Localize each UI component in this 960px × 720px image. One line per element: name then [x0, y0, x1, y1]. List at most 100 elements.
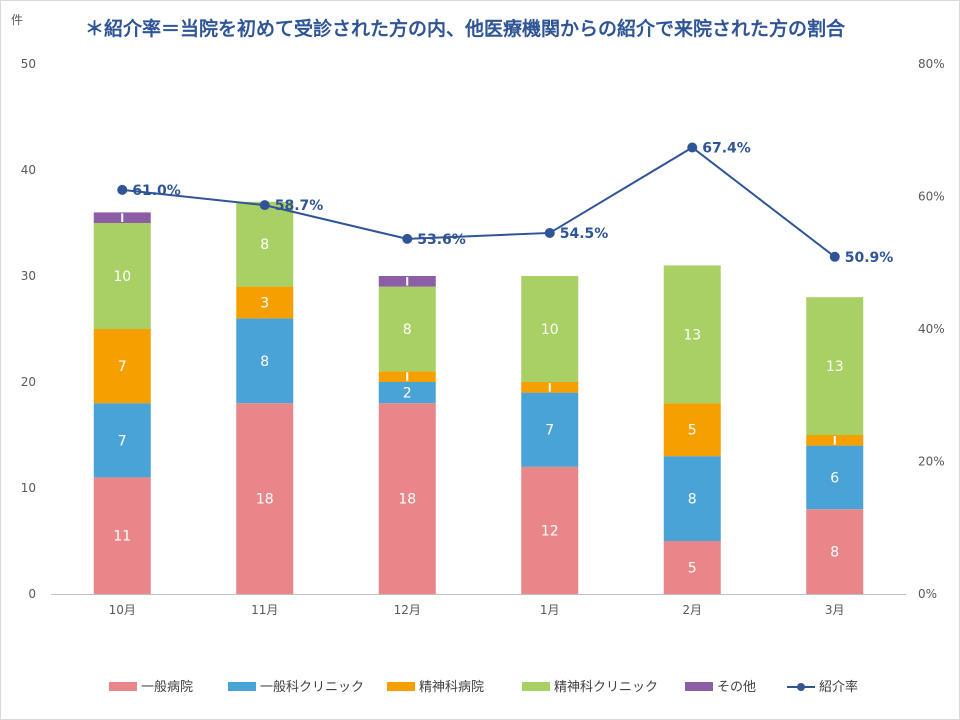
bar-segment — [521, 392, 579, 467]
bar-segment — [378, 286, 436, 372]
bar-value-label: 10 — [541, 322, 559, 338]
legend-label: 紹介率 — [819, 679, 858, 695]
y-tick-label: 50 — [21, 57, 36, 71]
bar-segment — [806, 445, 864, 510]
y-tick-label: 10 — [21, 481, 36, 495]
bar-segment — [378, 382, 436, 404]
rate-point — [829, 251, 840, 262]
legend-label: その他 — [717, 680, 756, 695]
bar-stack-1: 18 8 3 8 — [236, 201, 294, 594]
bar-segment — [521, 466, 579, 594]
bar-value-label: 5 — [688, 561, 697, 577]
x-tick-label: 2月 — [682, 603, 702, 617]
rate-label: 54.5% — [560, 226, 609, 242]
bar-value-label: 7 — [545, 423, 554, 439]
bar-value-label: 2 — [403, 386, 412, 402]
bar-segment — [663, 403, 721, 457]
x-tick-label: 1月 — [540, 603, 560, 617]
y-tick-label: 40 — [21, 163, 36, 177]
legend-item: 精神科病院 — [387, 680, 484, 695]
bar-value-label: 12 — [541, 523, 559, 539]
bar-value-label: 8 — [260, 354, 269, 370]
y2-tick-label: 40% — [918, 322, 945, 336]
rate-label: 58.7% — [275, 198, 324, 214]
bar-value-label: 10 — [113, 269, 131, 285]
rate-label: 50.9% — [845, 250, 894, 266]
bar-segment — [236, 286, 294, 319]
bar-value-label: 8 — [830, 545, 839, 561]
legend-label: 一般病院 — [141, 679, 193, 695]
bar-segment — [93, 223, 151, 329]
legend-swatch — [685, 682, 713, 691]
bar-value-label: 7 — [118, 433, 127, 449]
bar-value-label: 7 — [118, 359, 127, 375]
chart-title: ＊紹介率＝当院を初めて受診された方の内、他医療機関からの紹介で来院された方の割合 — [85, 17, 846, 40]
bar-stack-0: 11 7 7 10 — [93, 212, 151, 594]
x-tick-label: 11月 — [251, 603, 278, 617]
bar-segment — [806, 509, 864, 594]
y2-tick-label: 80% — [918, 57, 945, 71]
x-tick-label: 3月 — [825, 603, 845, 617]
y2-tick-label: 20% — [918, 455, 945, 469]
legend-item: その他 — [685, 680, 756, 695]
rate-point — [117, 184, 128, 195]
legend-swatch — [387, 682, 415, 691]
bar-value-label: 18 — [398, 492, 416, 508]
legend-item: 精神科クリニック — [522, 680, 658, 695]
legend-label: 精神科クリニック — [554, 680, 658, 695]
bar-stack-3: 12 7 10 — [521, 276, 579, 594]
bar-value-label: 8 — [688, 492, 697, 508]
legend-item: 紹介率 — [787, 679, 858, 695]
bar-segment — [663, 541, 721, 594]
bar-segment — [93, 403, 151, 478]
bar-value-label: 6 — [830, 470, 839, 486]
y2-tick-label: 0% — [918, 587, 937, 601]
bar-segment — [663, 265, 721, 404]
y-axis-unit-label: 件 — [11, 13, 23, 27]
y-tick-label: 30 — [21, 269, 36, 283]
bar-segment — [378, 403, 436, 594]
bar-stack-5: 8 6 13 — [806, 297, 864, 594]
bar-value-label: 3 — [260, 296, 269, 312]
bar-segment — [93, 329, 151, 404]
y2-tick-label: 60% — [918, 190, 945, 204]
rate-point — [402, 233, 413, 244]
legend-label: 精神科病院 — [419, 680, 484, 695]
legend-marker — [797, 683, 805, 691]
rate-point — [687, 142, 698, 153]
bar-value-label: 8 — [403, 322, 412, 338]
legend-label: 一般科クリニック — [260, 679, 364, 695]
y-tick-label: 0 — [28, 587, 36, 601]
legend-swatch — [109, 682, 137, 691]
bar-stack-4: 5 8 5 13 — [663, 265, 721, 594]
plot-area: 010203040500%20%40%60%80%11771010月188381… — [21, 57, 945, 617]
rate-point — [544, 227, 555, 238]
rate-label: 53.6% — [417, 232, 466, 248]
bar-value-label: 13 — [826, 359, 844, 375]
rate-label: 67.4% — [702, 140, 751, 156]
x-tick-label: 12月 — [394, 603, 421, 617]
legend-item: 一般科クリニック — [228, 679, 364, 695]
rate-line — [122, 146, 836, 258]
y-tick-label: 20 — [21, 375, 36, 389]
bar-segment — [663, 456, 721, 541]
bar-segment — [236, 318, 294, 404]
legend-item: 一般病院 — [109, 679, 193, 695]
x-tick-label: 10月 — [109, 603, 136, 617]
legend: 一般病院 一般科クリニック 精神科病院 精神科クリニック その他 紹介率 — [109, 679, 858, 695]
bar-value-label: 11 — [113, 529, 131, 545]
bar-value-label: 8 — [260, 237, 269, 253]
bar-segment — [521, 276, 579, 382]
rate-point — [259, 200, 270, 211]
rate-label: 61.0% — [132, 183, 181, 199]
bar-segment — [93, 477, 151, 594]
legend-swatch — [228, 682, 256, 691]
bar-value-label: 5 — [688, 423, 697, 439]
bar-segment — [806, 297, 864, 435]
legend-swatch — [522, 682, 550, 691]
bar-value-label: 13 — [683, 327, 701, 343]
bar-segment — [236, 201, 294, 287]
